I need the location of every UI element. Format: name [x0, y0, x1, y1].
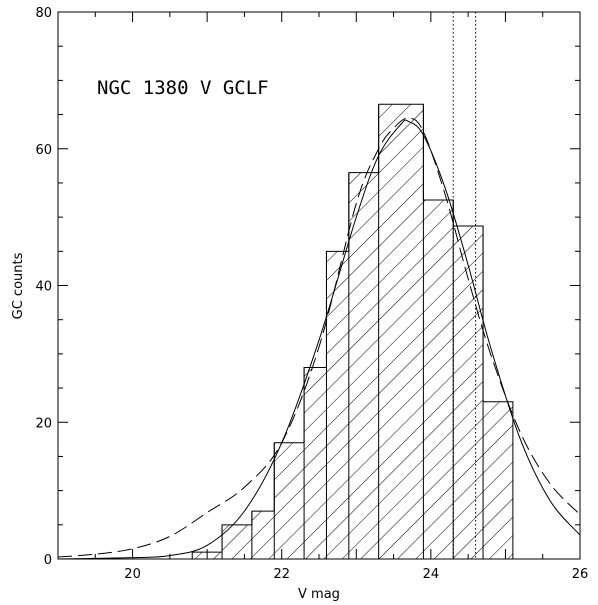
x-axis-label: V mag [298, 587, 340, 602]
x-tick-label: 22 [273, 567, 290, 582]
histogram-bar [274, 442, 305, 559]
dashed-fit-curve [58, 117, 580, 558]
x-tick-label: 24 [423, 567, 440, 582]
solid-fit-curve [58, 119, 580, 559]
reference-lines [452, 12, 477, 559]
histogram-bar [483, 401, 513, 559]
histogram-outline [191, 103, 514, 559]
fit-curves [58, 117, 580, 559]
histogram-bar [251, 511, 275, 559]
y-tick-label: 60 [35, 143, 52, 158]
histogram-bar [378, 104, 424, 560]
histogram-bar [453, 226, 484, 560]
histogram-bar [326, 251, 349, 559]
chart-title: NGC 1380 V GCLF [97, 77, 269, 99]
histogram-bar [423, 200, 454, 559]
histogram-bar [304, 367, 327, 559]
histogram-bar [348, 172, 379, 559]
y-tick-label: 20 [35, 416, 52, 431]
histogram [191, 103, 514, 560]
histogram-bar [222, 524, 252, 559]
y-tick-label: 40 [35, 280, 52, 295]
x-tick-label: 20 [124, 567, 141, 582]
y-tick-label: 80 [35, 6, 52, 21]
axis-ticks: 20 22 24 26 0 20 40 60 80 [35, 6, 588, 582]
x-tick-label: 26 [572, 567, 589, 582]
y-axis-label: GC counts [11, 252, 26, 319]
y-tick-label: 0 [44, 553, 52, 568]
